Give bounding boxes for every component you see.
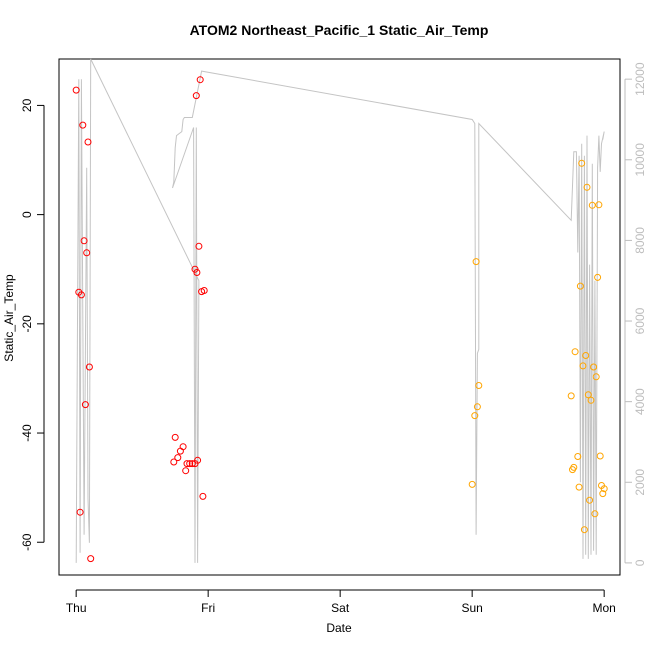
- y-left-tick-label: -60: [20, 533, 34, 551]
- data-point-series-2: [596, 452, 604, 460]
- data-point-series-2: [582, 352, 590, 359]
- data-point-series-2: [599, 490, 607, 498]
- x-tick-label: Mon: [592, 601, 615, 615]
- data-point-series-1: [81, 401, 89, 409]
- data-point-series-2: [576, 282, 584, 290]
- data-point-series-1: [192, 92, 200, 100]
- data-point-series-2: [600, 485, 608, 493]
- data-point-series-2: [567, 392, 575, 400]
- data-point-series-1: [195, 242, 203, 250]
- data-point-series-1: [199, 492, 207, 500]
- data-point-series-1: [183, 460, 191, 468]
- data-point-series-1: [196, 76, 204, 84]
- x-axis-label: Date: [326, 621, 352, 635]
- data-point-series-1: [72, 86, 80, 94]
- x-tick-label: Sat: [331, 601, 350, 615]
- data-point-series-2: [594, 273, 602, 281]
- y-left-tick-label: 0: [20, 211, 34, 218]
- x-axis: Thu Fri Sat Sun Mon: [66, 589, 616, 615]
- data-point-series-2: [580, 526, 588, 534]
- y-axis-right: 0 2000 4000 6000 8000 10000 12000: [624, 62, 647, 566]
- plot-area: [58, 58, 621, 576]
- data-point-series-1: [188, 460, 196, 468]
- data-point-series-1: [79, 121, 87, 129]
- data-points: [72, 76, 608, 563]
- x-tick-label: Sun: [461, 601, 482, 615]
- data-point-series-1: [84, 138, 92, 146]
- data-point-series-2: [579, 362, 587, 370]
- x-tick-label: Thu: [66, 601, 87, 615]
- data-point-series-1: [179, 443, 187, 451]
- data-point-series-2: [472, 258, 480, 266]
- data-point-series-1: [171, 433, 179, 441]
- data-point-series-1: [83, 249, 91, 257]
- data-point-series-2: [475, 382, 483, 389]
- y-right-tick-label: 12000: [633, 62, 647, 96]
- data-point-series-2: [587, 396, 595, 404]
- data-point-series-2: [590, 363, 598, 371]
- data-point-series-1: [77, 291, 85, 299]
- data-point-series-2: [588, 201, 596, 209]
- y-left-tick-label: -20: [20, 315, 34, 333]
- data-point-series-2: [473, 403, 481, 411]
- x-tick-label: Fri: [201, 601, 215, 615]
- data-point-series-1: [182, 467, 190, 475]
- data-point-series-2: [471, 412, 479, 420]
- data-point-series-1: [186, 460, 194, 468]
- data-point-series-2: [574, 453, 582, 460]
- data-point-series-1: [170, 458, 178, 466]
- y-right-tick-label: 6000: [633, 307, 647, 334]
- data-point-series-1: [176, 447, 184, 455]
- data-point-series-1: [87, 555, 95, 563]
- data-point-series-2: [468, 480, 476, 488]
- y-right-tick-label: 0: [633, 559, 647, 566]
- data-point-series-2: [591, 510, 599, 518]
- data-point-series-2: [584, 391, 592, 399]
- data-point-series-1: [194, 456, 202, 464]
- y-right-tick-label: 4000: [633, 388, 647, 415]
- data-point-series-1: [80, 237, 88, 245]
- data-point-series-2: [570, 463, 578, 471]
- data-point-series-2: [575, 483, 583, 491]
- y-left-tick-label: 20: [20, 98, 34, 112]
- data-point-series-1: [200, 287, 208, 294]
- data-point-series-2: [595, 201, 603, 209]
- data-point-series-1: [193, 269, 201, 276]
- y-axis-label: Static_Air_Temp: [2, 274, 16, 362]
- y-axis-left: -60 -40 -20 0 20: [20, 98, 45, 551]
- data-point-series-1: [174, 454, 182, 462]
- data-point-series-2: [586, 496, 594, 504]
- chart-title: ATOM2 Northeast_Pacific_1 Static_Air_Tem…: [190, 22, 489, 38]
- y-right-tick-label: 2000: [633, 469, 647, 496]
- data-point-series-2: [571, 348, 579, 356]
- secondary-line: [75, 58, 605, 563]
- data-point-series-2: [578, 159, 586, 167]
- y-right-tick-label: 10000: [633, 143, 647, 177]
- secondary-line-path: [75, 58, 605, 563]
- y-left-tick-label: -40: [20, 424, 34, 442]
- data-point-series-2: [592, 373, 600, 381]
- data-point-series-1: [85, 363, 93, 371]
- data-point-series-1: [76, 508, 84, 516]
- data-point-series-2: [583, 183, 591, 191]
- y-right-tick-label: 8000: [633, 227, 647, 254]
